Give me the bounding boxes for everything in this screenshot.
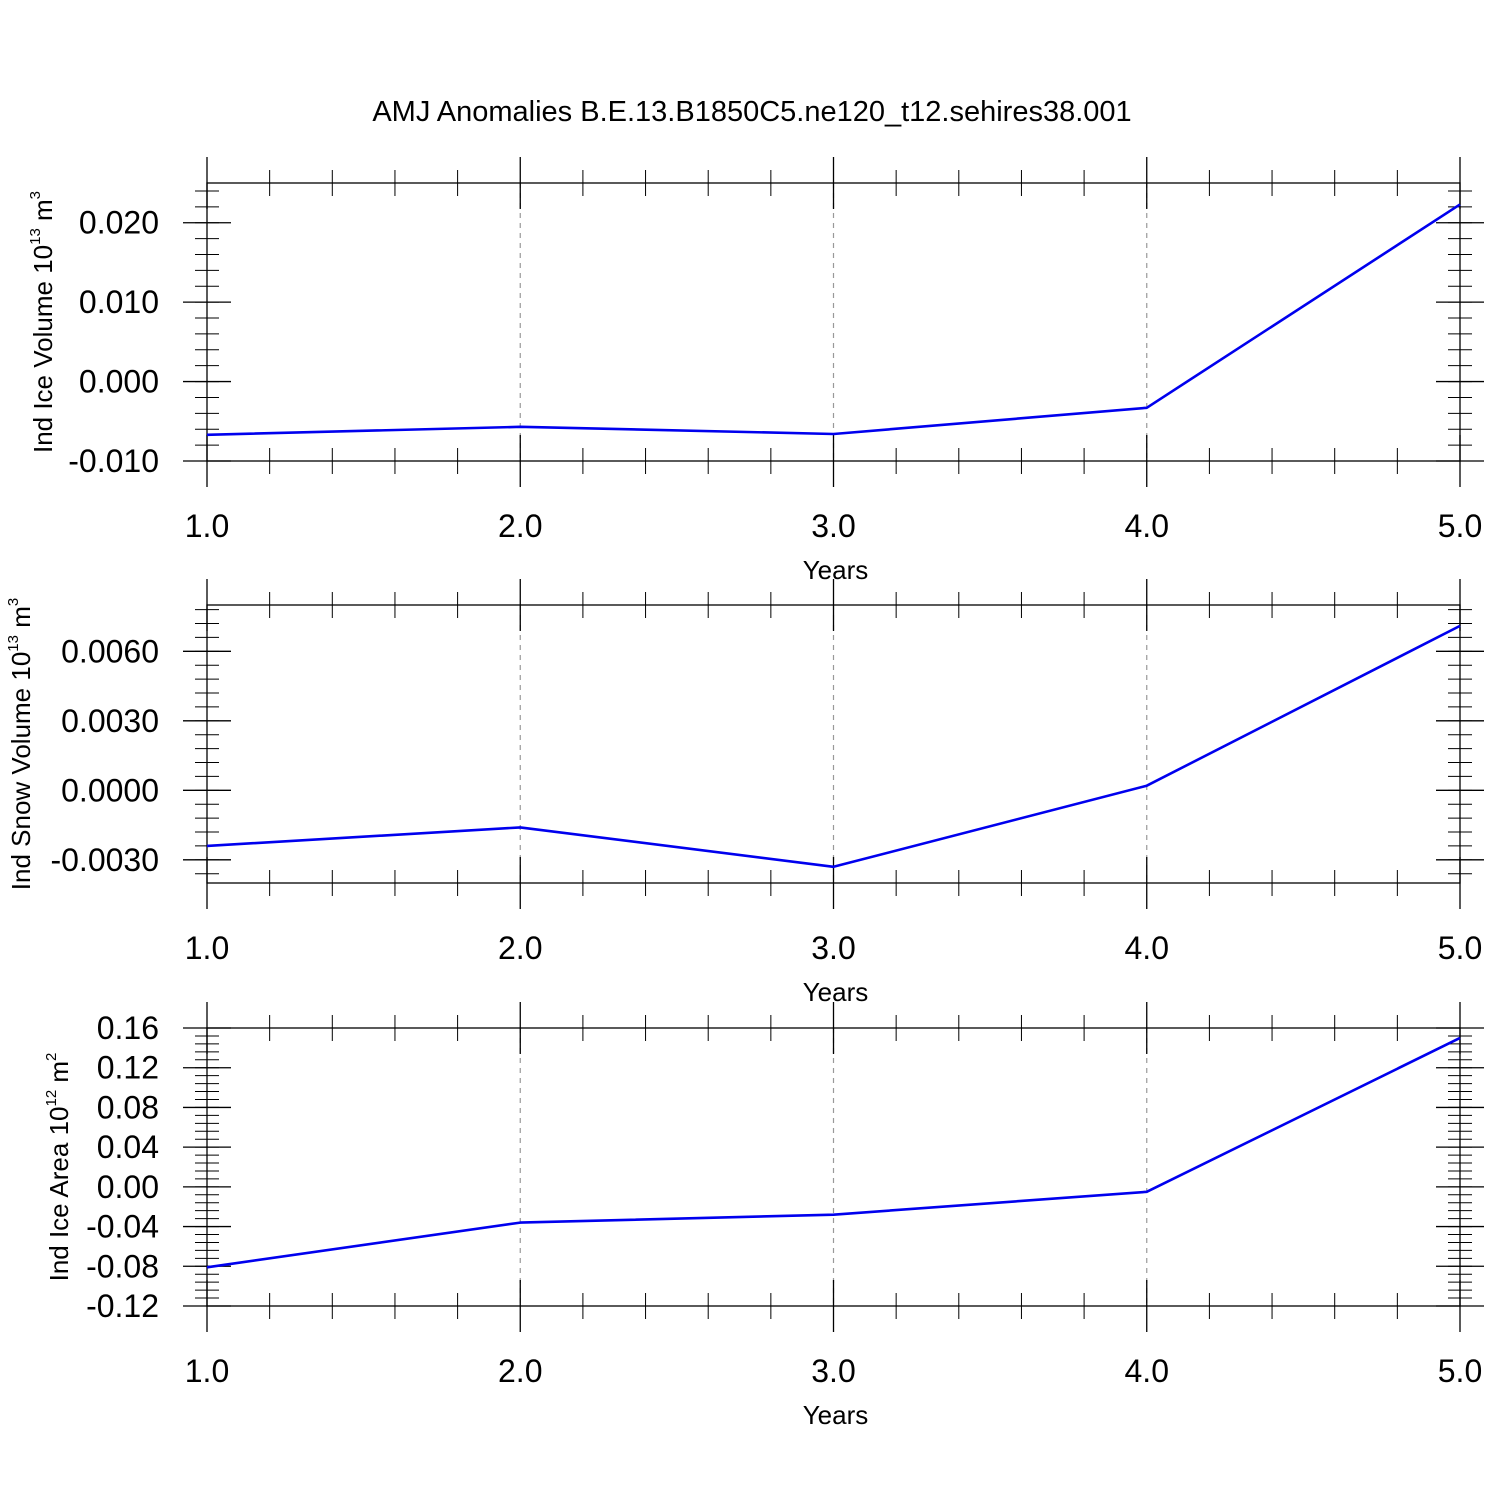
y-axis-label-part: m — [44, 1061, 74, 1090]
x-tick-label: 5.0 — [1438, 1353, 1482, 1389]
x-tick-label: 5.0 — [1438, 930, 1482, 966]
x-tick-label: 2.0 — [498, 1353, 542, 1389]
x-tick-label: 3.0 — [811, 930, 855, 966]
y-axis-label-part: Ind Ice Volume 10 — [28, 245, 58, 453]
y-axis-label-part: Ind Ice Area 10 — [44, 1107, 74, 1282]
y-axis-label-part: m — [28, 199, 58, 228]
chart-panel-1: -0.010 0.000 0.010 0.020 1.0 2.0 3.0 4.0 5.0 Year… — [27, 157, 1484, 585]
y-axis-label-part: 13 — [5, 635, 22, 652]
x-tick-label: 4.0 — [1125, 508, 1169, 544]
x-tick-label: 3.0 — [811, 508, 855, 544]
y-tick-label: -0.010 — [68, 443, 159, 479]
y-tick-label: 0.12 — [97, 1050, 159, 1086]
chart-panel-3: -0.12 -0.08-0.04 0.00 0.04 0.080.12 0.16 1.0 2.… — [43, 1002, 1484, 1430]
x-tick-label: 1.0 — [185, 930, 229, 966]
y-tick-label: 0.16 — [97, 1010, 159, 1046]
chart-panel-2: -0.0030 0.0000 0.0030 0.0060 1.0 2.0 3.0 4.0 5.0… — [5, 579, 1484, 1007]
y-axis-label: Ind Snow Volume 1013 m3 — [5, 598, 36, 890]
x-tick-label: 2.0 — [498, 508, 542, 544]
y-tick-label: 0.08 — [97, 1089, 159, 1125]
x-tick-label: 4.0 — [1125, 930, 1169, 966]
series-line-1 — [206, 624, 1461, 869]
y-tick-label: 0.020 — [79, 205, 159, 241]
y-tick-label: 0.000 — [79, 364, 159, 400]
y-axis-label-part: m — [6, 606, 36, 635]
y-tick-label: 0.010 — [79, 284, 159, 320]
y-tick-label: -0.08 — [86, 1248, 159, 1284]
y-axis-label: Ind Ice Area 1012 m2 — [43, 1053, 74, 1282]
panels: -0.010 0.000 0.010 0.020 1.0 2.0 3.0 4.0 5.0 Year… — [5, 157, 1484, 1430]
x-tick-label: 1.0 — [185, 1353, 229, 1389]
x-tick-label: 2.0 — [498, 930, 542, 966]
x-tick-label: 4.0 — [1125, 1353, 1169, 1389]
figure-title: AMJ Anomalies B.E.13.B1850C5.ne120_t12.s… — [372, 96, 1131, 128]
y-tick-label: 0.0000 — [61, 772, 159, 808]
y-axis-label-part: 13 — [27, 228, 44, 245]
x-axis-label: Years — [803, 555, 869, 585]
y-axis-label-part: Ind Snow Volume 10 — [6, 652, 36, 891]
series-line-1 — [206, 203, 1461, 437]
x-axis-label: Years — [803, 1400, 869, 1430]
y-axis-label: Ind Ice Volume 1013 m3 — [27, 191, 58, 453]
y-axis-label-part: 3 — [5, 598, 22, 606]
y-axis-label-part: 3 — [27, 191, 44, 199]
y-tick-label: 0.04 — [97, 1129, 159, 1165]
x-tick-label: 5.0 — [1438, 508, 1482, 544]
y-axis-label-part: 12 — [43, 1090, 60, 1107]
series-line-1 — [206, 1036, 1461, 1269]
y-tick-label: 0.0060 — [61, 633, 159, 669]
x-axis-label: Years — [803, 977, 869, 1007]
y-axis-label-part: 2 — [43, 1053, 60, 1061]
x-tick-label: 1.0 — [185, 508, 229, 544]
y-tick-label: -0.04 — [86, 1209, 159, 1245]
y-tick-label: -0.0030 — [50, 842, 159, 878]
y-tick-label: 0.00 — [97, 1169, 159, 1205]
y-tick-label: 0.0030 — [61, 703, 159, 739]
x-tick-label: 3.0 — [811, 1353, 855, 1389]
y-tick-label: -0.12 — [86, 1288, 159, 1324]
